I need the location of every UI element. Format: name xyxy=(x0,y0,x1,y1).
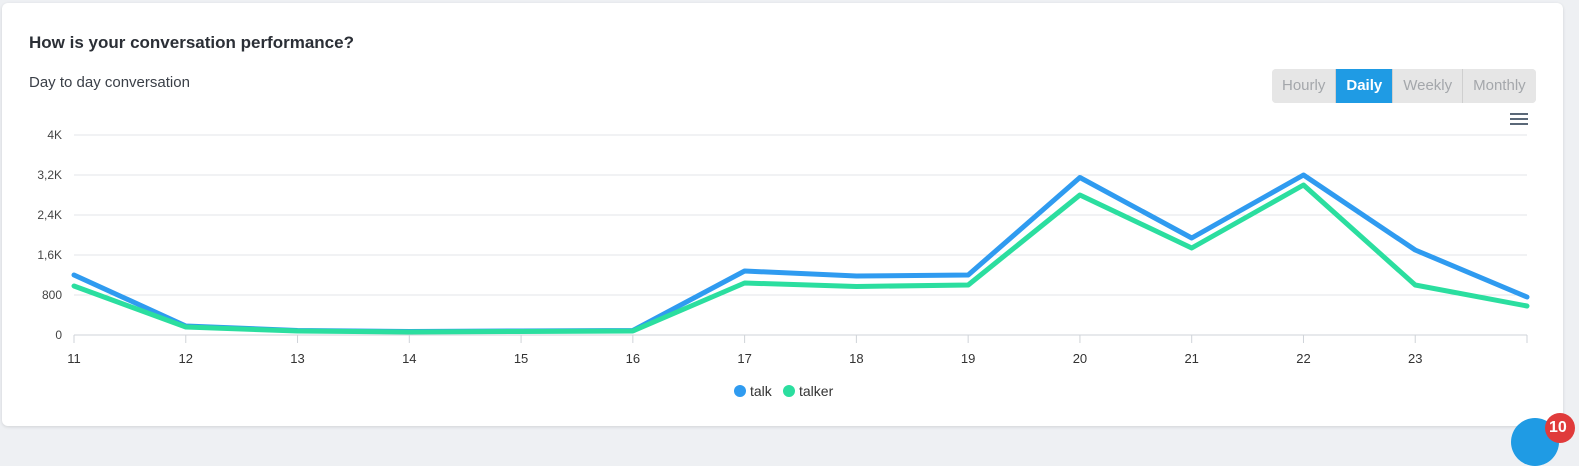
x-tick-label: 18 xyxy=(849,351,863,366)
x-tick-label: 20 xyxy=(1073,351,1087,366)
range-monthly-button[interactable]: Monthly xyxy=(1463,69,1536,103)
x-tick-label: 23 xyxy=(1408,351,1422,366)
range-weekly-button[interactable]: Weekly xyxy=(1393,69,1464,103)
x-tick-label: 15 xyxy=(514,351,528,366)
x-tick-label: 12 xyxy=(179,351,193,366)
legend-marker-talk xyxy=(734,385,746,397)
range-toggle-group: Hourly Daily Weekly Monthly xyxy=(1272,69,1536,103)
y-tick-label: 0 xyxy=(55,328,62,342)
y-tick-label: 3,2K xyxy=(37,168,62,182)
series-line-talk xyxy=(71,172,1530,334)
x-tick-label: 16 xyxy=(626,351,640,366)
y-tick-label: 4K xyxy=(47,128,62,142)
x-tick-label: 19 xyxy=(961,351,975,366)
x-tick-label: 11 xyxy=(67,351,81,366)
legend-label-talker: talker xyxy=(799,383,834,399)
x-tick-label: 21 xyxy=(1184,351,1198,366)
x-tick-label: 13 xyxy=(290,351,304,366)
chart-menu-icon[interactable] xyxy=(1509,111,1529,127)
y-tick-label: 800 xyxy=(42,288,62,302)
chart-subtitle: Day to day conversation xyxy=(29,74,190,91)
range-hourly-button[interactable]: Hourly xyxy=(1272,69,1337,103)
series-line-talker xyxy=(71,182,1530,335)
line-chart: 0 800 1,6K 2,4K 3,2K 4K 11 12 13 14 15 16 17 18 19 20 21… xyxy=(37,128,1530,399)
y-tick-label: 2,4K xyxy=(37,208,62,222)
x-tick-label: 17 xyxy=(737,351,751,366)
x-tick-label: 14 xyxy=(402,351,416,366)
legend-label-talk: talk xyxy=(750,383,773,399)
notification-count-badge[interactable]: 10 xyxy=(1545,413,1575,443)
legend-marker-talker xyxy=(783,385,795,397)
y-tick-label: 1,6K xyxy=(37,248,62,262)
card-title: How is your conversation performance? xyxy=(29,33,354,52)
range-daily-button[interactable]: Daily xyxy=(1336,69,1394,103)
x-tick-label: 22 xyxy=(1296,351,1310,366)
